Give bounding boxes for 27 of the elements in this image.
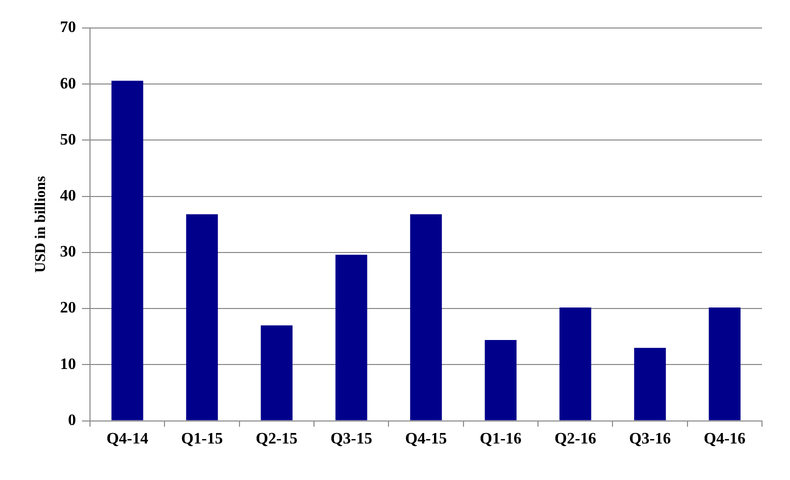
x-tick-label: Q4-14 <box>106 430 148 448</box>
bar <box>260 325 293 420</box>
bar <box>484 340 517 420</box>
y-tick-label: 50 <box>60 131 76 148</box>
bar <box>559 307 592 420</box>
x-tick-label: Q3-15 <box>330 430 372 448</box>
bar <box>335 254 368 420</box>
bar <box>634 348 666 420</box>
y-tick-label: 70 <box>60 19 76 36</box>
y-tick-label: 10 <box>60 356 76 373</box>
bar <box>111 80 144 420</box>
bar <box>186 214 218 420</box>
bar <box>708 307 741 420</box>
y-tick-label: 30 <box>60 244 76 261</box>
y-tick-label: 40 <box>60 187 76 204</box>
x-tick-label: Q1-15 <box>181 430 223 448</box>
y-tick-label: 60 <box>60 75 76 92</box>
x-tick-label: Q1-16 <box>480 430 522 448</box>
x-tick-label: Q4-15 <box>405 430 447 448</box>
y-tick-label: 20 <box>60 300 76 317</box>
x-tick-label: Q2-16 <box>554 430 596 448</box>
x-tick-label: Q3-16 <box>629 430 671 448</box>
x-tick-label: Q2-15 <box>256 430 298 448</box>
y-tick-label: 0 <box>68 412 76 429</box>
y-axis-title: USD in billions <box>32 176 49 273</box>
bar <box>410 214 442 420</box>
x-tick-label: Q4-16 <box>704 430 746 448</box>
